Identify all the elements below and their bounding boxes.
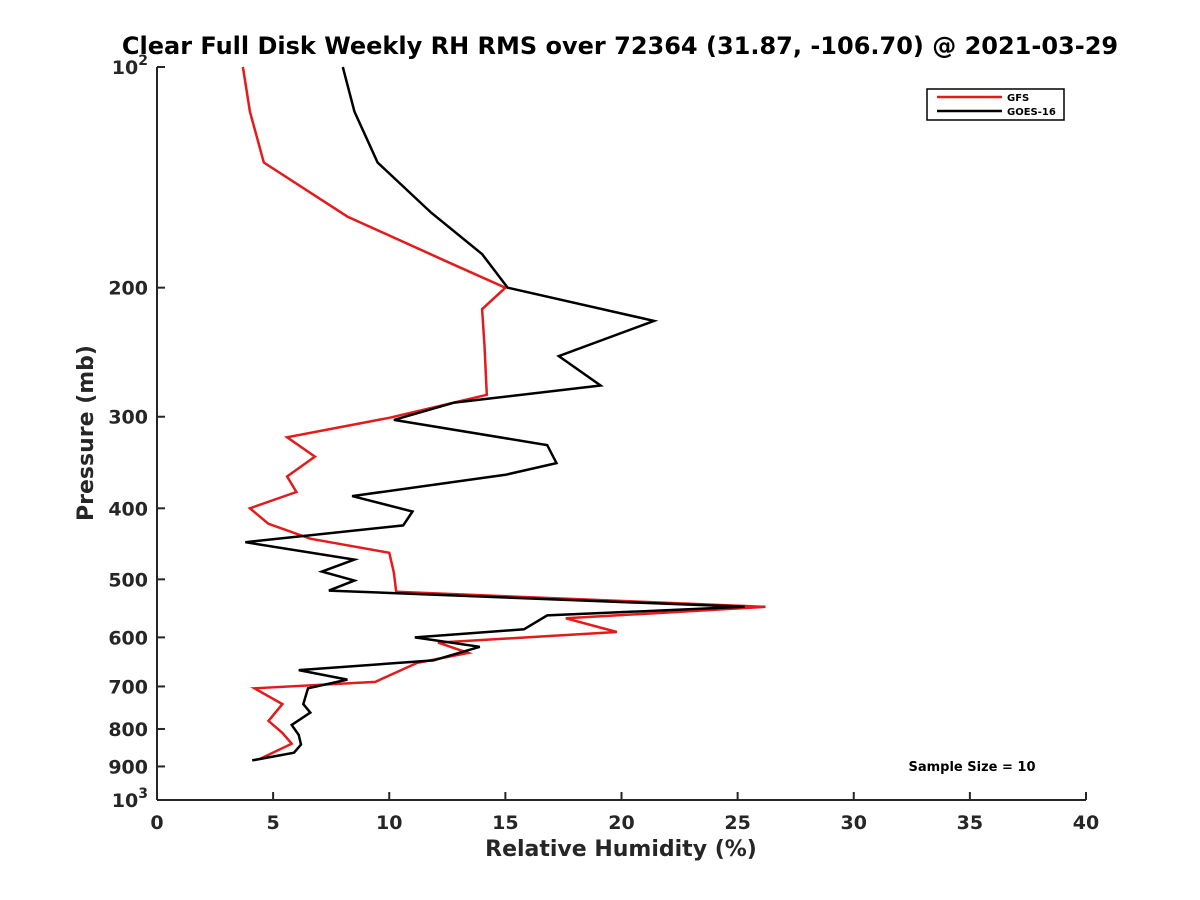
y-tick-label-exponent: 3: [138, 786, 148, 802]
y-tick-label-exponent: 2: [138, 53, 148, 69]
y-tick-label: 800: [108, 719, 148, 741]
y-tick-label: 500: [108, 569, 148, 591]
series-line-gfs: [241, 66, 766, 761]
y-tick-label: 700: [108, 676, 148, 698]
sample-size-annotation: Sample Size = 10: [908, 760, 1035, 775]
series-line-goes16: [245, 66, 745, 762]
x-axis-label: Relative Humidity (%): [485, 837, 757, 862]
chart-title: Clear Full Disk Weekly RH RMS over 72364…: [122, 32, 1118, 60]
y-tick-label: 400: [108, 498, 148, 520]
y-tick-label-base: 700: [108, 676, 148, 698]
y-tick-label: 102: [112, 53, 148, 79]
legend-label-gfs: GFS: [1007, 93, 1029, 104]
y-tick-label: 103: [112, 786, 148, 812]
legend-label-goes16: GOES-16: [1007, 107, 1056, 118]
x-tick-label: 25: [724, 812, 750, 834]
legend: GFS GOES-16: [926, 88, 1065, 121]
y-tick-label: 200: [108, 278, 148, 300]
y-axis-label: Pressure (mb): [74, 345, 99, 521]
y-tick-label: 600: [108, 627, 148, 649]
legend-box: [926, 88, 1065, 121]
y-tick-label: 300: [108, 407, 148, 429]
y-tick-label-base: 400: [108, 498, 148, 520]
y-tick-label-base: 800: [108, 719, 148, 741]
x-tick-label: 10: [376, 812, 402, 834]
x-tick-label: 20: [608, 812, 634, 834]
x-tick-label: 40: [1073, 812, 1099, 834]
y-tick-label-base: 500: [108, 569, 148, 591]
y-tick-label-base: 900: [108, 756, 148, 778]
y-tick-label-base: 600: [108, 627, 148, 649]
x-tick-label: 35: [957, 812, 983, 834]
series-layer: [241, 66, 766, 762]
x-tick-label: 5: [267, 812, 280, 834]
y-tick-label-base: 200: [108, 278, 148, 300]
y-tick-label-base: 10: [112, 790, 138, 812]
y-tick-label-base: 300: [108, 407, 148, 429]
x-tick-label: 0: [150, 812, 163, 834]
x-tick-label: 30: [841, 812, 867, 834]
x-tick-label: 15: [492, 812, 518, 834]
y-tick-label: 900: [108, 756, 148, 778]
x-ticks: 0 5 10 15 20 25 30 35 40: [150, 792, 1099, 834]
y-tick-label-base: 10: [112, 57, 138, 79]
